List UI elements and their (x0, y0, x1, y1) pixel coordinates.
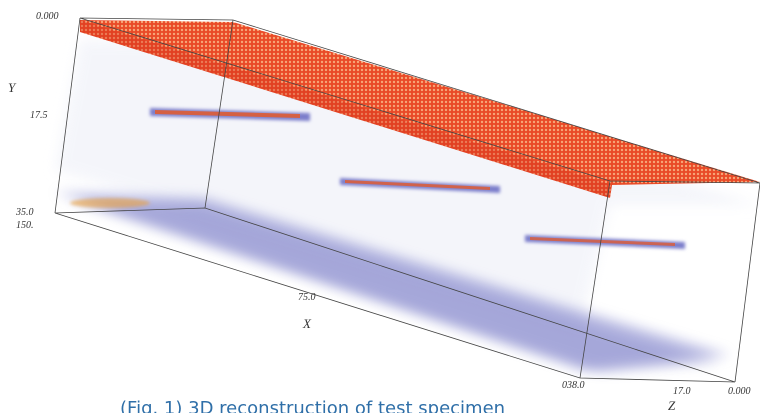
caption: (Fig. 1) 3D reconstruction of test speci… (120, 398, 505, 413)
lower-hotspot (70, 198, 150, 208)
y-tick: 0.000 (36, 11, 59, 22)
z-tick: 17.0 (673, 386, 691, 397)
y-tick: 35.0 (15, 207, 34, 218)
z-tick: 0.000 (728, 386, 751, 397)
x-tick: 75.0 (298, 292, 316, 303)
y-axis-label: Y (8, 80, 17, 95)
figure: 0.000 Y 17.5 35.0 150. 75.0 X 038.0 17.0… (0, 0, 760, 413)
z-tick: 038.0 (562, 380, 585, 391)
x-axis-label: X (302, 316, 312, 331)
z-axis-label: Z (668, 398, 676, 413)
x-tick: 150. (16, 220, 34, 231)
y-tick: 17.5 (30, 110, 48, 121)
